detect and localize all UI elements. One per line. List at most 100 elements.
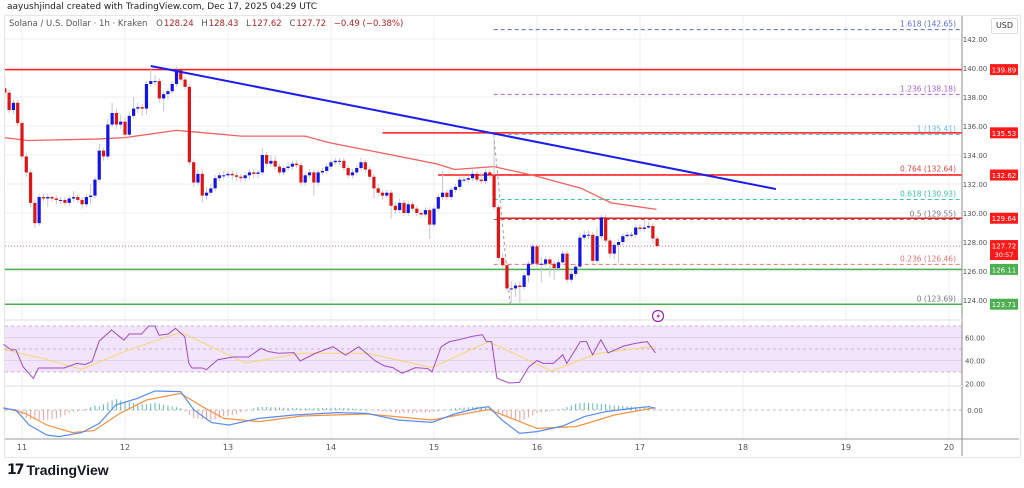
symbol-name[interactable]: Solana / U.S. Dollar · 1h · Kraken (9, 19, 148, 29)
candle-body (556, 262, 561, 269)
candle-body (638, 227, 642, 229)
candle (449, 186, 453, 200)
x-tick-label: 20 (944, 443, 954, 452)
candle-body (200, 173, 204, 196)
candle (629, 231, 634, 238)
candle-body (440, 192, 445, 198)
rsi-band (5, 326, 962, 372)
candle-body (170, 83, 174, 92)
candle-body (591, 234, 595, 261)
candle (273, 156, 277, 170)
candle-body (629, 234, 634, 236)
candle (204, 186, 209, 200)
resistance-level-value: 129.64 (992, 215, 1017, 223)
candle-body (612, 244, 616, 254)
candle (162, 91, 166, 112)
price-tick-label: 138.00 (963, 94, 988, 102)
candle (153, 75, 157, 86)
axes: 11 12 13 14 15 16 17 18 19 20142.00140.00138.0013… (5, 16, 1019, 456)
candle-body (325, 166, 329, 171)
candle (646, 221, 651, 229)
price-tick-label: 134.00 (963, 152, 988, 160)
candle-body (380, 192, 385, 196)
candle (140, 104, 144, 116)
candle-body (449, 189, 453, 198)
chart-frame (4, 15, 1021, 458)
tradingview-logo-text: TradingView (26, 462, 109, 478)
open-label: O (156, 19, 163, 29)
candle (106, 118, 110, 160)
candle-body (599, 217, 603, 237)
candle-body (97, 150, 101, 180)
candle-body (526, 263, 531, 276)
x-tick-label: 15 (429, 443, 439, 452)
candle (410, 201, 415, 212)
candle (200, 169, 204, 203)
candle-body (415, 208, 419, 213)
candle (269, 155, 273, 167)
candle (46, 194, 50, 208)
candle (479, 172, 483, 184)
candle (67, 195, 71, 206)
candle (350, 169, 355, 179)
candle (217, 172, 222, 182)
candle-body (299, 165, 303, 183)
candle-body (586, 234, 591, 236)
candle-body (28, 172, 33, 203)
last-price-value: 127.72 (992, 243, 1017, 251)
candle (110, 102, 114, 128)
candle (252, 169, 256, 179)
candle-body (7, 92, 11, 111)
support-level-value: 126.11 (992, 266, 1017, 274)
close-label: C (289, 19, 296, 29)
tradingview-logo[interactable]: 17 TradingView (7, 462, 109, 478)
candle-body (565, 253, 569, 280)
open-value: 128.24 (163, 19, 194, 29)
chart-credit: aayushjindal created with TradingView.co… (7, 2, 318, 12)
candle (312, 169, 316, 196)
candle (505, 262, 509, 292)
candle-body (531, 246, 535, 264)
candle (582, 230, 586, 241)
candle-body (337, 160, 342, 162)
candle-body (436, 197, 440, 209)
fib-level-label: 1.618 (142.65) (900, 20, 956, 29)
x-tick-label: 14 (326, 443, 336, 452)
candle-body (385, 192, 389, 196)
candle-body (119, 121, 123, 125)
candle (24, 153, 28, 177)
candle-body (183, 79, 187, 87)
candle (192, 159, 196, 187)
candle (380, 189, 385, 200)
alert-lightning-icon[interactable] (651, 309, 665, 323)
candle-body (11, 102, 16, 111)
candle (337, 157, 342, 166)
candle-body (123, 121, 127, 135)
candle (389, 189, 393, 219)
candle-body (174, 69, 179, 84)
currency-button[interactable]: USD (991, 18, 1018, 34)
candle-body (33, 202, 37, 224)
candle-body (646, 226, 651, 228)
candle-body (475, 173, 479, 180)
candle-body (84, 197, 88, 205)
candle-body (277, 166, 282, 173)
price-tick-label: 126.00 (963, 268, 988, 276)
bearish-trendline (150, 64, 777, 191)
candle (526, 260, 531, 283)
candle-body (93, 179, 97, 196)
candle (509, 281, 513, 305)
candle-body (578, 237, 582, 267)
support-level-badge (990, 298, 1018, 310)
candle-body (432, 208, 436, 225)
candle (209, 184, 213, 196)
candle (226, 170, 230, 179)
candle-body (16, 102, 20, 124)
candle-body (595, 236, 599, 261)
candle (131, 97, 136, 119)
candle (63, 197, 67, 206)
support-level-badge (990, 263, 1018, 275)
candle (556, 259, 561, 271)
fib-level-label: 0.764 (132.64) (900, 165, 956, 174)
